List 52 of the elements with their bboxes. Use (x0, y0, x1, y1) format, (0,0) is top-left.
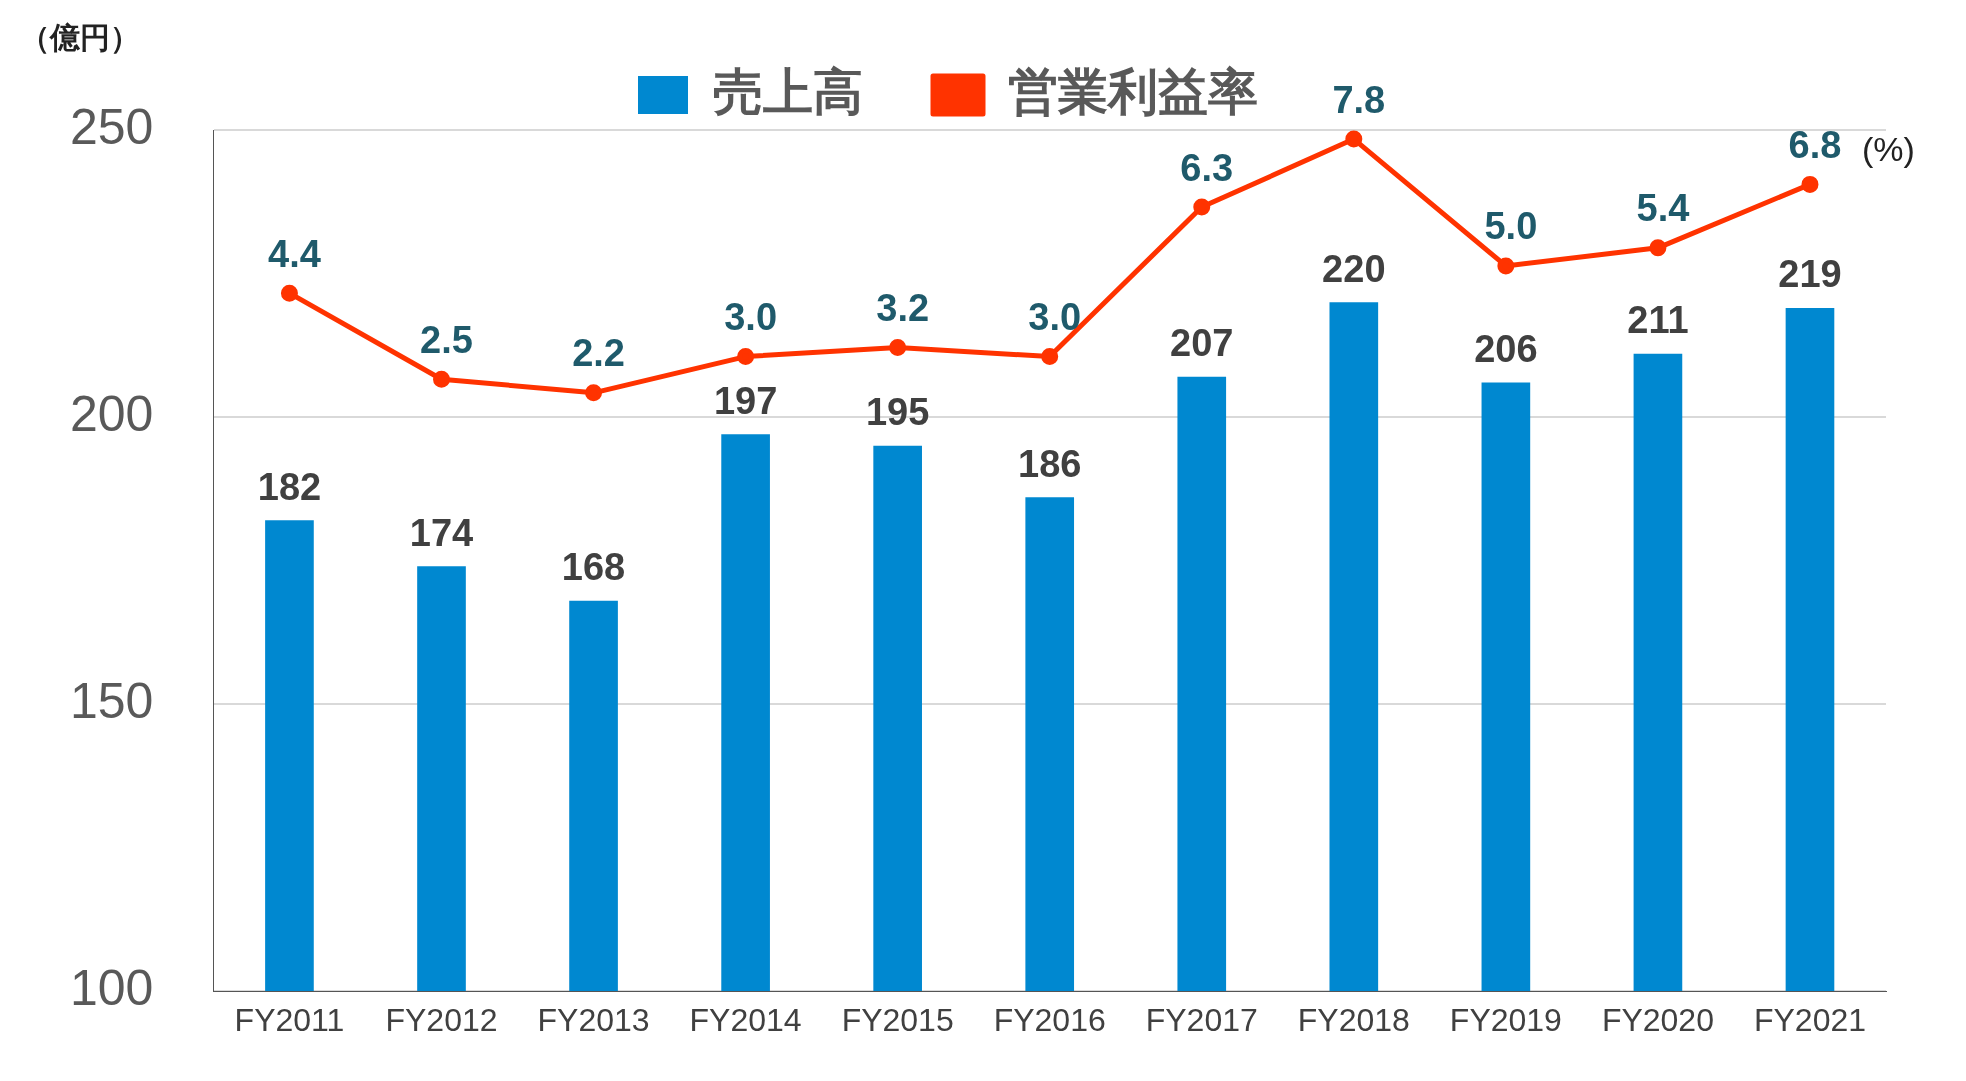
data-label: 195 (865, 391, 930, 434)
point (1801, 175, 1819, 193)
data-label: 6.8 (1788, 123, 1842, 166)
y-tick-label: 100 (69, 959, 154, 1016)
y-tick-label: 200 (69, 385, 154, 442)
data-label: 5.0 (1484, 205, 1538, 248)
data-label: 2.2 (572, 332, 625, 375)
data-label: 197 (713, 379, 778, 422)
legend-label: 売上高 (713, 63, 863, 120)
point (280, 284, 298, 302)
data-label: 7.8 (1332, 78, 1386, 121)
y-axis-title: （億円） (20, 21, 140, 55)
data-label: 3.2 (876, 287, 930, 329)
data-label: 186 (1018, 442, 1082, 485)
data-label: 207 (1170, 322, 1234, 365)
x-tick-label: FY2012 (385, 1002, 498, 1039)
x-tick-label: FY2018 (1297, 1002, 1410, 1039)
data-label: 3.0 (1028, 296, 1082, 339)
data-label: 211 (1627, 299, 1689, 342)
x-tick-label: FY2019 (1449, 1002, 1562, 1039)
x-tick-label: FY2020 (1601, 1002, 1714, 1039)
data-label: 206 (1474, 328, 1538, 371)
x-tick-label: FY2015 (841, 1002, 954, 1039)
x-tick-label: FY2014 (689, 1002, 802, 1039)
legend-label: 営業利益率 (1008, 63, 1258, 120)
x-tick-label: FY2017 (1145, 1002, 1258, 1039)
point (737, 348, 755, 366)
point (585, 384, 603, 402)
point (1497, 257, 1515, 275)
point (1649, 239, 1667, 257)
data-label: 220 (1322, 247, 1386, 290)
data-label: 2.5 (420, 318, 473, 361)
x-tick-label: FY2021 (1753, 1002, 1867, 1039)
y-tick-label: 250 (69, 98, 154, 155)
data-label: 3.0 (724, 296, 778, 339)
data-label: 6.3 (1180, 146, 1234, 189)
data-label: 168 (561, 546, 626, 589)
point (433, 370, 450, 388)
point (889, 339, 907, 357)
point (1041, 348, 1059, 366)
data-label: 174 (409, 511, 474, 554)
x-tick-label: FY2016 (993, 1002, 1106, 1039)
annotation: (%) (1861, 129, 1915, 168)
y-tick-label: 150 (69, 672, 154, 729)
data-label: 5.4 (1636, 187, 1690, 230)
data-label: 182 (257, 465, 322, 508)
data-label: 219 (1778, 253, 1842, 296)
point (1193, 198, 1211, 216)
point (1345, 130, 1363, 148)
data-label: 4.4 (268, 232, 321, 275)
x-tick-label: FY2011 (234, 1002, 345, 1039)
x-tick-label: FY2013 (537, 1002, 650, 1039)
